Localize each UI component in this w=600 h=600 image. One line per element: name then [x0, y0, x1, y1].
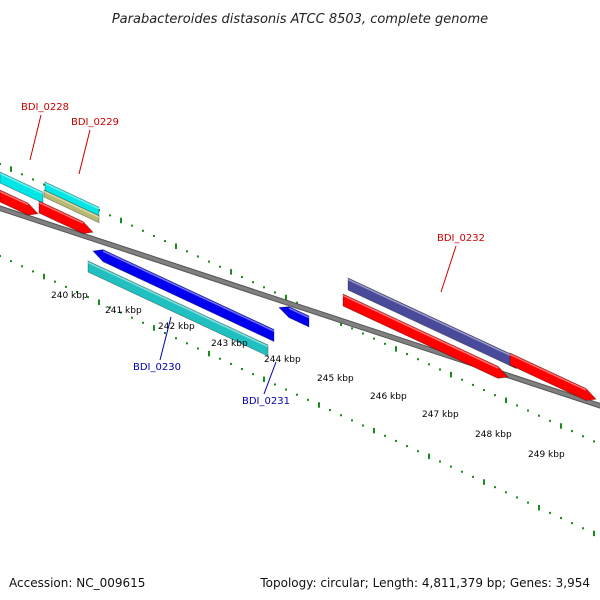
cog-bar-bdi-0230	[87, 260, 269, 357]
gene-leader-line	[440, 245, 457, 293]
cds-arrow-bdi-0231-highlight	[288, 307, 310, 319]
genome-summary-text: Topology: circular; Length: 4,811,379 bp…	[260, 576, 590, 590]
cds-arrow-bdi-0232	[342, 293, 509, 379]
genome-backbone	[0, 206, 600, 408]
gene-label: BDI_0232	[437, 233, 485, 244]
gene-leader-line	[29, 114, 42, 161]
gene-label: BDI_0229	[71, 117, 119, 128]
map-title: Parabacteroides distasonis ATCC 8503, co…	[112, 12, 488, 27]
tick-label: 248 kbp	[475, 430, 512, 440]
tick-label: 247 kbp	[422, 410, 459, 420]
tick-label: 244 kbp	[264, 355, 301, 365]
cog-bar-bdi-0230-highlight	[87, 261, 269, 348]
cds-arrow-bdi-0229-highlight	[38, 201, 84, 224]
tick-label: 241 kbp	[105, 306, 142, 316]
cds-arrow-bdi-0228	[0, 189, 39, 216]
gene-leader-line	[78, 129, 91, 175]
gene-label: BDI_0231	[242, 396, 290, 407]
tick-layer	[0, 163, 595, 537]
accession-text: Accession: NC_009615	[9, 576, 146, 590]
cds-arrow-bdi-0230	[92, 249, 275, 343]
tick-label: 242 kbp	[158, 322, 195, 332]
cds-arrow-next	[509, 352, 597, 401]
cds-arrow-bdi-0228-highlight	[0, 190, 29, 206]
cog-bar-bdi-0229-secondary-highlight	[43, 190, 100, 218]
cds-arrow-next-highlight	[509, 353, 587, 391]
cog-bar-bdi-0232	[347, 277, 517, 370]
gene-leader-line	[159, 316, 172, 361]
gene-label: BDI_0228	[21, 102, 69, 113]
tick-label: 246 kbp	[370, 392, 407, 402]
cds-arrow-bdi-0231	[278, 306, 310, 328]
cog-bar-bdi-0232-highlight	[347, 278, 517, 359]
label-layer: 240 kbp 241 kbp 242 kbp 243 kbp 244 kbp 245 k…	[21, 102, 565, 460]
cds-arrow-bdi-0229	[38, 200, 94, 234]
tick-label: 245 kbp	[317, 374, 354, 384]
gene-leader-line	[263, 361, 277, 395]
cog-bar-bdi-0229-secondary	[43, 189, 100, 224]
cds-arrow-bdi-0230-highlight	[102, 250, 275, 332]
tick-label: 249 kbp	[528, 450, 565, 460]
tick-label: 240 kbp	[51, 291, 88, 301]
gene-label: BDI_0230	[133, 362, 181, 373]
cog-bar-bdi-0228-highlight	[0, 172, 44, 195]
tick-label: 243 kbp	[211, 339, 248, 349]
cog-bar-bdi-0229-highlight	[44, 182, 100, 210]
feature-layer	[0, 171, 600, 409]
cds-arrow-bdi-0232-highlight	[342, 294, 499, 369]
